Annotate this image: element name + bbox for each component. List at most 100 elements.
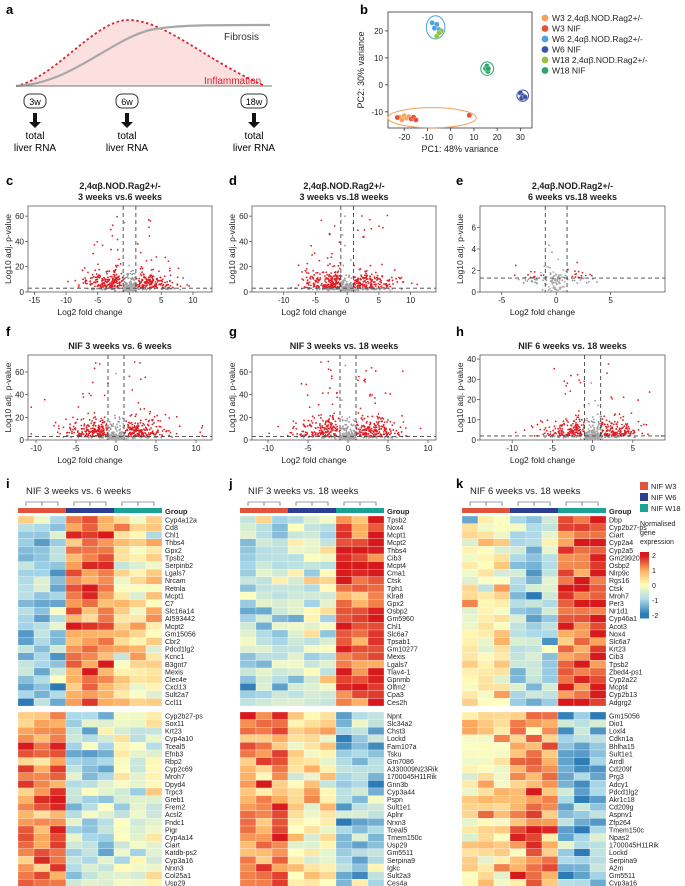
heatmap-cell — [271, 690, 289, 699]
volcano-point — [109, 434, 112, 437]
volcano-point — [547, 266, 550, 268]
gene-label: Rbp2 — [165, 759, 182, 766]
heatmap-cell — [97, 711, 115, 720]
volcano-point — [587, 428, 590, 430]
volcano-point — [338, 267, 341, 270]
heatmap-cell — [303, 569, 321, 577]
volcano-point — [110, 275, 113, 278]
heatmap-cell — [145, 749, 163, 758]
heatmap-cell — [303, 749, 321, 758]
group-bar-cell — [336, 508, 352, 513]
gene-label: Gm5960 — [387, 616, 414, 623]
volcano-point — [326, 425, 329, 428]
y-tick-label: 20 — [467, 396, 476, 405]
volcano-point — [136, 243, 139, 245]
volcano-point — [545, 429, 548, 432]
heatmap-cell — [145, 787, 163, 796]
volcano-point — [351, 434, 354, 437]
volcano-point — [99, 420, 102, 423]
volcano-point — [329, 283, 332, 286]
volcano-point — [73, 431, 76, 434]
panel-h-volcano: NIF 6 weeks vs. 18 weeks-10 -5 0 5010203040… — [455, 341, 666, 465]
volcano-point — [527, 278, 530, 281]
heatmap-cell — [129, 531, 147, 539]
volcano-point — [311, 288, 314, 291]
volcano-point — [384, 392, 387, 395]
volcano-point — [352, 429, 355, 432]
volcano-point — [551, 283, 554, 285]
heatmap-cell — [129, 848, 147, 857]
volcano-point — [328, 432, 331, 435]
volcano-point — [630, 430, 633, 433]
heatmap-cell — [255, 553, 273, 562]
heatmap-cell — [145, 523, 163, 532]
heatmap-cell — [49, 841, 67, 849]
heatmap-cell — [255, 683, 273, 691]
heatmap-cell — [255, 569, 273, 577]
volcano-point — [108, 420, 111, 423]
heatmap-cell — [319, 803, 337, 811]
heatmap-cell — [271, 772, 289, 781]
heatmap-cell — [319, 569, 337, 577]
volcano-point — [380, 433, 383, 436]
volcano-point — [139, 422, 142, 424]
volcano-point — [365, 431, 367, 434]
volcano-point — [360, 425, 363, 428]
volcano-point — [378, 426, 381, 428]
volcano-point — [94, 434, 97, 437]
heatmap-cell — [319, 749, 337, 758]
volcano-point — [178, 425, 181, 428]
heatmap-cell — [113, 810, 131, 819]
volcano-point — [127, 277, 130, 280]
volcano-point — [388, 283, 391, 286]
heatmap-cell — [81, 531, 99, 539]
heatmap-cell — [65, 856, 83, 865]
volcano-point — [557, 430, 560, 433]
volcano-point — [306, 394, 309, 397]
volcano-point — [43, 398, 46, 401]
volcano-point — [112, 423, 115, 425]
heatmap-cell — [113, 553, 131, 562]
volcano-point — [127, 426, 129, 429]
heatmap-cell — [129, 765, 147, 773]
gene-label: Cyp3a44 — [387, 789, 415, 796]
volcano-point — [109, 228, 112, 231]
volcano-point — [555, 278, 557, 281]
heatmap-cell — [49, 515, 67, 524]
heatmap-cell — [335, 629, 353, 638]
heatmap-cell — [17, 561, 35, 570]
volcano-point — [570, 424, 572, 427]
volcano-point — [332, 285, 335, 288]
volcano-point — [117, 420, 119, 423]
heatmap-cell — [351, 772, 369, 781]
volcano-point — [514, 264, 517, 267]
heatmap-cell — [97, 772, 115, 781]
heatmap-cell — [367, 614, 385, 623]
volcano-point — [380, 279, 383, 282]
gene-label: Tpsab1 — [387, 639, 410, 646]
volcano-point — [351, 283, 354, 286]
volcano-point — [94, 429, 97, 432]
volcano-point — [169, 431, 172, 434]
volcano-point — [574, 276, 577, 278]
heatmap-cell — [129, 841, 147, 849]
volcano-point — [357, 278, 360, 281]
volcano-point — [71, 430, 73, 433]
volcano-point — [384, 436, 386, 439]
heatmap-cell — [81, 523, 99, 532]
heatmap-cell — [65, 742, 83, 751]
volcano-point — [615, 433, 618, 435]
volcano-point — [320, 361, 322, 364]
volcano-point — [562, 431, 565, 434]
volcano-point — [136, 283, 139, 286]
heatmap-cell — [49, 848, 67, 857]
volcano-point — [92, 281, 95, 284]
down-arrow-icon — [121, 113, 133, 128]
volcano-point — [524, 279, 527, 281]
heatmap-cell — [145, 576, 163, 585]
volcano-point — [324, 430, 327, 433]
volcano-point — [557, 427, 560, 430]
volcano-point — [626, 426, 628, 428]
volcano-point — [337, 288, 340, 291]
volcano-point — [132, 269, 134, 272]
